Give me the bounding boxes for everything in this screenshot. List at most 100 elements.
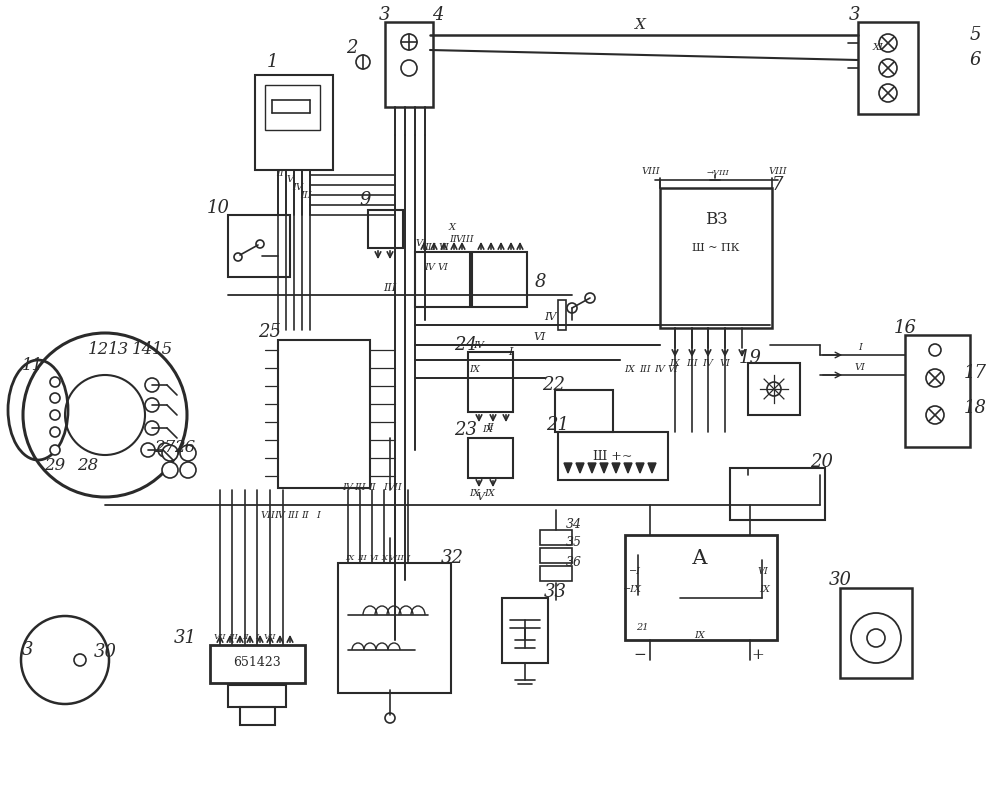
Text: 25: 25 [258, 323, 282, 341]
Bar [540, 566, 572, 581]
Bar [278, 340, 370, 488]
Text: II: II [276, 168, 284, 178]
Text: VIII: VIII [388, 554, 404, 562]
Text: VI: VI [855, 362, 865, 372]
Polygon shape [564, 463, 572, 473]
Text: ВЗ: ВЗ [705, 211, 727, 229]
Text: 23: 23 [454, 421, 478, 439]
Bar [625, 535, 777, 640]
Text: X: X [448, 223, 456, 233]
Text: IX: IX [470, 365, 480, 374]
Circle shape [50, 393, 60, 403]
Circle shape [145, 378, 159, 392]
Text: IX: IX [695, 630, 705, 640]
Circle shape [879, 84, 897, 102]
Text: IX: IX [670, 358, 680, 368]
Polygon shape [576, 463, 584, 473]
Circle shape [180, 462, 196, 478]
Bar [748, 363, 800, 415]
Bar [502, 598, 548, 663]
Circle shape [401, 60, 417, 76]
Text: II: II [449, 236, 457, 244]
Text: 17: 17 [964, 364, 986, 382]
Bar [338, 563, 451, 693]
Text: →VIII: →VIII [707, 169, 729, 177]
Text: +: + [752, 648, 764, 662]
Bar [385, 22, 433, 107]
Bar [210, 645, 305, 683]
Text: 35: 35 [566, 537, 582, 549]
Bar [415, 252, 470, 307]
Text: VII: VII [388, 483, 402, 491]
Text: IX: IX [760, 586, 770, 594]
Text: −IX: −IX [622, 586, 642, 594]
Circle shape [356, 55, 370, 69]
Text: 6: 6 [969, 51, 981, 69]
Text: 16: 16 [894, 319, 916, 337]
Text: I: I [508, 347, 512, 357]
Text: IV: IV [474, 340, 484, 350]
Circle shape [145, 398, 159, 412]
Text: 4: 4 [432, 6, 444, 24]
Circle shape [50, 427, 60, 437]
Text: 3: 3 [22, 641, 34, 659]
Circle shape [50, 445, 60, 455]
Text: 11: 11 [21, 357, 43, 373]
Circle shape [74, 654, 86, 666]
Text: А: А [692, 549, 708, 567]
Text: II: II [368, 483, 376, 491]
Text: 27: 27 [154, 439, 176, 457]
Text: 8: 8 [534, 273, 546, 291]
Text: II: II [301, 510, 309, 520]
Text: 7: 7 [772, 176, 784, 194]
Circle shape [141, 443, 155, 457]
Circle shape [158, 443, 172, 457]
Circle shape [401, 34, 417, 50]
Text: 21: 21 [546, 416, 570, 434]
Circle shape [585, 293, 595, 303]
Text: VI: VI [439, 244, 449, 252]
Bar [858, 22, 918, 114]
Bar [840, 588, 912, 678]
Circle shape [926, 369, 944, 387]
Polygon shape [636, 463, 644, 473]
Text: IV: IV [703, 358, 713, 368]
Text: III: III [228, 633, 238, 641]
Circle shape [926, 406, 944, 424]
Circle shape [879, 59, 897, 77]
Bar [558, 432, 668, 480]
Circle shape [929, 344, 941, 356]
Text: 3: 3 [849, 6, 861, 24]
Text: IV: IV [293, 183, 303, 193]
Bar [660, 188, 772, 328]
Text: 22: 22 [542, 376, 566, 394]
Text: VIII: VIII [456, 236, 474, 244]
Text: VII: VII [264, 633, 276, 641]
Text: VII: VII [214, 633, 226, 641]
Bar [265, 85, 320, 130]
Text: V: V [287, 175, 294, 185]
Text: VIII: VIII [642, 167, 660, 177]
Bar [228, 685, 286, 707]
Text: IV: IV [544, 312, 556, 322]
Text: III: III [287, 510, 299, 520]
Text: 24: 24 [454, 336, 478, 354]
Polygon shape [588, 463, 596, 473]
Text: 30: 30 [94, 643, 116, 661]
Text: V: V [476, 492, 484, 502]
Bar [228, 215, 290, 277]
Text: III: III [300, 190, 312, 200]
Text: 34: 34 [566, 519, 582, 531]
Text: VIII: VIII [769, 167, 787, 177]
Polygon shape [600, 463, 608, 473]
Bar [468, 438, 513, 478]
Text: 29: 29 [44, 457, 66, 473]
Text: IX: IX [485, 490, 495, 498]
Circle shape [867, 629, 885, 647]
Bar [540, 548, 572, 563]
Text: 1: 1 [266, 53, 278, 71]
Text: 36: 36 [566, 556, 582, 568]
Circle shape [567, 303, 577, 313]
Text: I: I [316, 510, 320, 520]
Text: 30: 30 [828, 571, 852, 589]
